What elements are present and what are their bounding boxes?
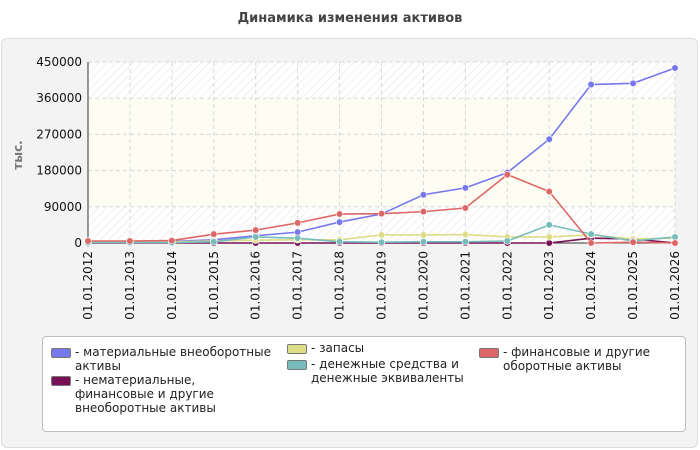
data-point [503, 237, 511, 245]
x-tick-label: 01.01.2024 [584, 251, 598, 320]
data-point [168, 236, 176, 245]
data-point [671, 239, 679, 247]
legend-swatch [287, 344, 307, 354]
legend-item-material-noncurrent: - материальные внеоборотные активы [51, 345, 271, 373]
y-tick-label: 0 [74, 236, 82, 250]
legend-swatch [51, 376, 71, 386]
legend-label: - нематериальные, финансовые и другие вн… [75, 373, 216, 415]
data-point [461, 204, 469, 212]
data-point [629, 238, 637, 246]
legend-swatch [287, 360, 307, 370]
data-point [294, 228, 302, 236]
data-point [377, 238, 386, 246]
legend-swatch [51, 348, 71, 358]
data-point [419, 191, 428, 199]
data-point [294, 234, 302, 242]
data-point [545, 221, 553, 229]
data-point [629, 79, 637, 87]
data-point [461, 230, 469, 239]
x-tick-label: 01.01.2018 [333, 251, 347, 320]
data-point [335, 218, 344, 226]
legend-item-financial-current: - финансовые и другие оборотные активы [479, 345, 679, 373]
x-tick-label: 01.01.2021 [458, 251, 472, 320]
data-point [126, 237, 134, 245]
x-tick-label: 01.01.2014 [165, 251, 179, 320]
x-tick-label: 01.01.2017 [291, 251, 305, 320]
legend-swatch [479, 348, 499, 358]
data-point [419, 231, 428, 239]
x-tick-label: 01.01.2016 [249, 251, 263, 320]
data-point [419, 208, 428, 216]
data-point [587, 230, 595, 238]
y-tick-label: 180000 [36, 164, 82, 178]
x-tick-label: 01.01.2019 [375, 251, 389, 320]
y-tick-label: 270000 [36, 127, 82, 141]
x-tick-label: 01.01.2013 [123, 251, 137, 320]
data-point [545, 233, 553, 241]
y-tick-label: 450000 [36, 55, 82, 69]
data-point [587, 239, 595, 247]
data-point [252, 226, 260, 234]
data-point [84, 237, 92, 245]
legend-label: - материальные внеоборотные активы [75, 345, 271, 373]
tick-labels: 0 90000 180000 270000 360000 450000 01.01.2012… [36, 55, 682, 320]
series-lines [84, 64, 679, 247]
data-point [545, 187, 553, 196]
x-tick-label: 01.01.2020 [416, 251, 430, 320]
data-point [252, 233, 260, 241]
data-point [671, 64, 679, 72]
data-point [419, 238, 428, 246]
data-point [210, 238, 218, 246]
data-point [461, 238, 469, 246]
data-point [294, 219, 302, 227]
data-point [377, 231, 386, 239]
data-point [377, 210, 386, 218]
data-point [545, 239, 553, 247]
x-tick-label: 01.01.2025 [626, 251, 640, 320]
x-tick-label: 01.01.2022 [500, 251, 514, 320]
y-axis-label: тыс. [11, 140, 25, 169]
x-tick-label: 01.01.2023 [542, 251, 556, 320]
data-point [503, 171, 511, 179]
chart-title: Динамика изменения активов [237, 11, 463, 26]
x-tick-label: 01.01.2012 [81, 251, 95, 320]
legend-label: - запасы [311, 341, 365, 355]
legend-item-cash: - денежные средства и денежные эквивален… [287, 357, 467, 385]
data-point [335, 238, 344, 246]
data-point [461, 184, 469, 192]
data-point [210, 230, 218, 238]
y-tick-label: 360000 [36, 91, 82, 105]
legend-label: - финансовые и другие оборотные активы [503, 345, 651, 373]
legend-label: - денежные средства и денежные эквивален… [311, 357, 464, 385]
data-point [587, 80, 595, 89]
data-point [545, 135, 553, 143]
legend-item-inventory: - запасы [287, 341, 467, 355]
data-point [335, 210, 344, 218]
y-tick-label: 90000 [44, 200, 82, 214]
data-point [671, 233, 679, 241]
legend: - материальные внеоборотные активы - нем… [42, 336, 686, 432]
legend-item-intangible-financial-noncurrent: - нематериальные, финансовые и другие вн… [51, 373, 236, 415]
x-tick-label: 01.01.2015 [207, 251, 221, 320]
x-tick-label: 01.01.2026 [668, 251, 682, 320]
